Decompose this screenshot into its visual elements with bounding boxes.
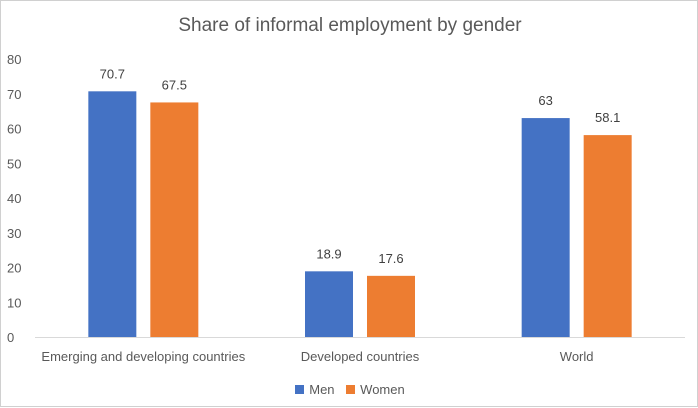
- chart-legend: Men Women: [1, 382, 698, 397]
- legend-swatch-men: [295, 385, 305, 394]
- legend-item-men: Men: [295, 382, 335, 397]
- x-tick-label: Emerging and developing countries: [41, 349, 245, 364]
- legend-label-women: Women: [360, 382, 405, 397]
- chart-title: Share of informal employment by gender: [178, 15, 522, 36]
- y-tick-label: 60: [7, 122, 21, 137]
- data-label: 70.7: [100, 66, 125, 81]
- y-tick-label: 30: [7, 226, 21, 241]
- legend-item-women: Women: [346, 382, 405, 397]
- bar-men: [305, 271, 353, 337]
- y-tick-label: 20: [7, 261, 21, 276]
- y-tick-label: 0: [7, 330, 14, 345]
- y-tick-label: 40: [7, 191, 21, 206]
- x-tick-label: World: [560, 349, 594, 364]
- bar-women: [367, 275, 415, 337]
- data-label: 63: [538, 93, 552, 108]
- bar-men: [88, 91, 137, 337]
- bar-men: [521, 118, 570, 337]
- bar-women: [583, 135, 632, 337]
- data-label: 18.9: [316, 246, 341, 261]
- x-tick-label: Developed countries: [301, 349, 420, 364]
- bar-women: [150, 102, 199, 337]
- y-tick-label: 70: [7, 87, 21, 102]
- data-label: 67.5: [162, 77, 187, 92]
- data-label: 58.1: [595, 110, 620, 125]
- legend-swatch-women: [346, 385, 356, 394]
- y-tick-label: 80: [7, 52, 21, 67]
- data-label: 17.6: [378, 251, 403, 266]
- legend-label-men: Men: [309, 382, 335, 397]
- y-tick-label: 10: [7, 295, 21, 310]
- y-tick-label: 50: [7, 156, 21, 171]
